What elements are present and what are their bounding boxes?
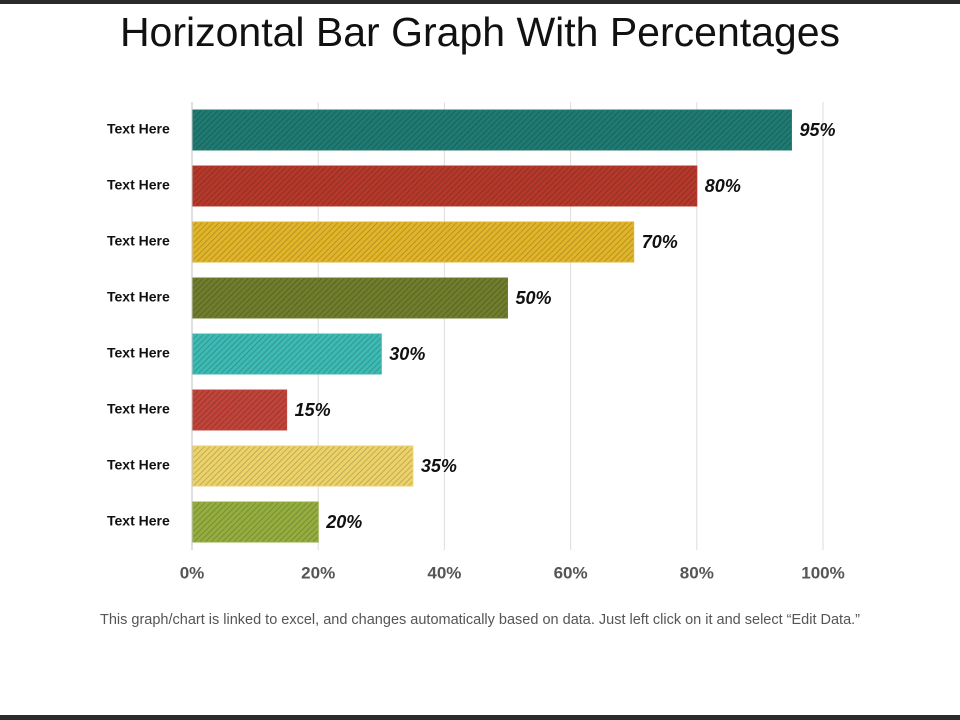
chart-title: Horizontal Bar Graph With Percentages (119, 9, 841, 55)
category-label: Text Here (107, 233, 170, 249)
x-tick-label: 60% (554, 563, 588, 582)
bar (192, 445, 414, 487)
footnote: This graph/chart is linked to excel, and… (99, 612, 861, 628)
bar-chart: Text Here 95% Text Here 80% Text Here 70% Text… (107, 102, 845, 583)
category-label: Text Here (107, 121, 170, 137)
bar (192, 333, 382, 375)
bar (192, 501, 319, 543)
x-tick-label: 80% (680, 563, 714, 582)
value-label: 35% (421, 456, 457, 476)
bar (192, 109, 792, 151)
bottom-border (0, 715, 960, 720)
bar (192, 389, 288, 431)
category-label: Text Here (107, 401, 170, 417)
value-label: 20% (325, 512, 362, 532)
value-label: 95% (799, 120, 835, 140)
value-label: 80% (705, 176, 741, 196)
category-label: Text Here (107, 513, 170, 529)
category-label: Text Here (107, 289, 170, 305)
value-label: 70% (642, 232, 678, 252)
category-label: Text Here (107, 457, 170, 473)
bars (192, 109, 792, 543)
bar (192, 277, 508, 319)
bar (192, 221, 635, 263)
top-border (0, 0, 960, 4)
value-label: 50% (516, 288, 552, 308)
x-tick-label: 100% (801, 563, 844, 582)
labels: Text Here 95% Text Here 80% Text Here 70% Text… (107, 120, 845, 583)
value-label: 30% (389, 344, 425, 364)
x-tick-label: 40% (427, 563, 461, 582)
value-label: 15% (295, 400, 331, 420)
x-tick-label: 20% (301, 563, 335, 582)
category-label: Text Here (107, 345, 170, 361)
category-label: Text Here (107, 177, 170, 193)
x-tick-label: 0% (180, 563, 205, 582)
bar (192, 165, 698, 207)
